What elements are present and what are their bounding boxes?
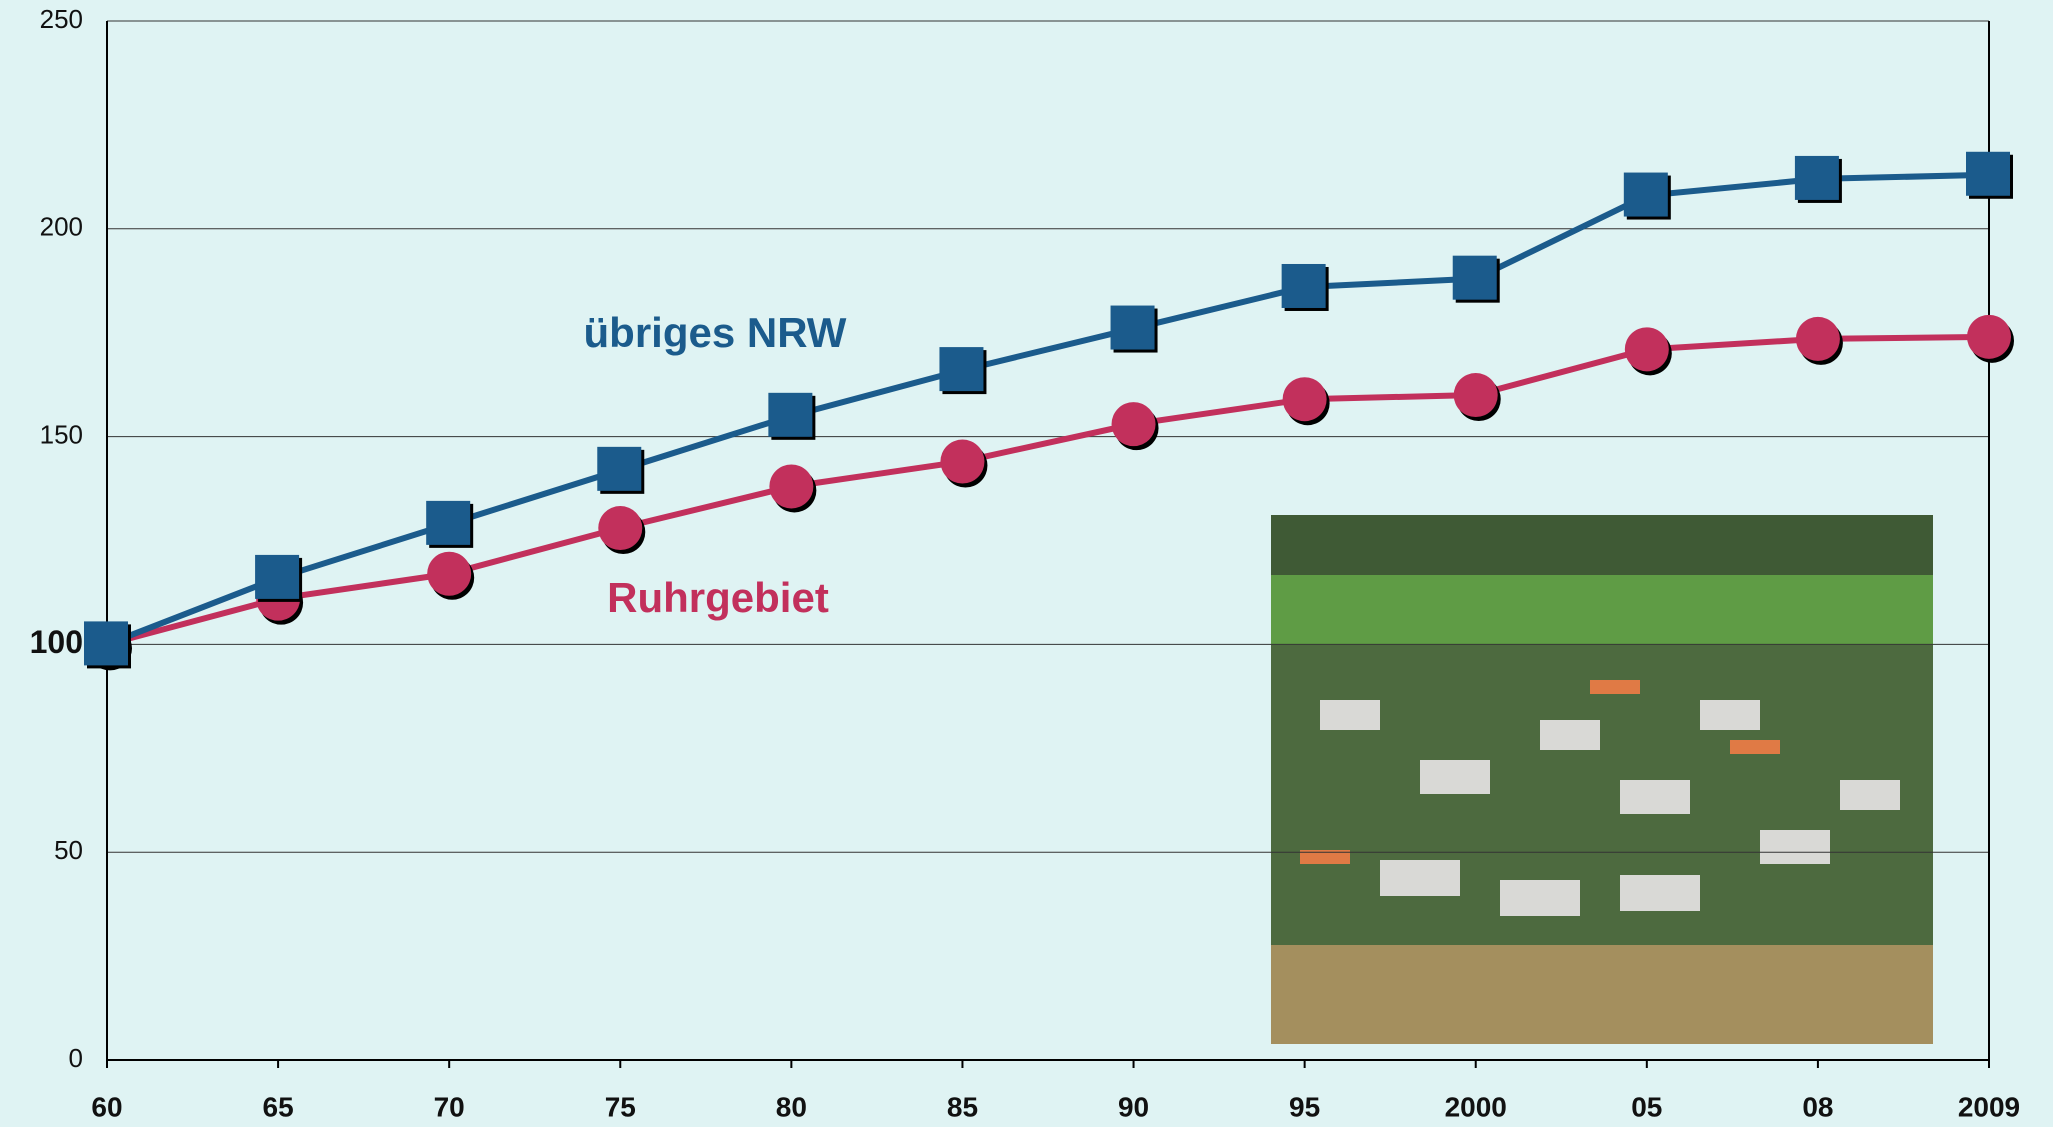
x-tick-label: 60: [91, 1091, 122, 1122]
marker: [598, 506, 643, 551]
marker: [768, 392, 813, 437]
series-label: übriges NRW: [584, 309, 847, 356]
y-tick-label: 50: [54, 835, 83, 865]
x-tick-label: 2000: [1445, 1091, 1507, 1122]
marker: [1453, 373, 1498, 418]
marker: [1623, 172, 1668, 217]
marker: [1794, 155, 1839, 200]
photo: [1271, 515, 1933, 1044]
marker: [255, 554, 300, 599]
marker: [1452, 255, 1497, 300]
marker: [1282, 377, 1327, 422]
x-tick-label: 05: [1631, 1091, 1662, 1122]
series-line: [105, 171, 1990, 648]
series-label: Ruhrgebiet: [607, 574, 829, 621]
marker: [1624, 327, 1669, 372]
x-tick-label: 70: [434, 1091, 465, 1122]
y-tick-label: 150: [40, 419, 83, 449]
x-tick-label: 2009: [1958, 1091, 2020, 1122]
marker: [769, 464, 814, 509]
marker: [84, 621, 128, 666]
series-line: [106, 333, 1990, 648]
y-tick-label: 200: [40, 212, 83, 242]
marker: [1966, 151, 2010, 196]
marker: [1795, 316, 1840, 361]
marker: [1111, 402, 1156, 447]
x-tick-label: 95: [1289, 1091, 1320, 1122]
x-tick-label: 65: [263, 1091, 294, 1122]
marker: [427, 551, 472, 596]
x-tick-label: 90: [1118, 1091, 1149, 1122]
x-tick-label: 75: [605, 1091, 636, 1122]
x-tick-label: 80: [776, 1091, 807, 1122]
x-tick-label: 08: [1802, 1091, 1833, 1122]
marker: [939, 347, 984, 392]
marker: [940, 439, 985, 484]
marker: [597, 446, 642, 491]
marker: [426, 500, 471, 545]
y-tick-label: 250: [40, 4, 83, 34]
y-tick-label: 0: [69, 1043, 83, 1073]
marker: [1281, 263, 1326, 308]
y-tick-label: 100: [30, 624, 83, 660]
marker: [1110, 305, 1155, 350]
x-tick-label: 85: [947, 1091, 978, 1122]
plot: 0 50 100 150 200 250 60 65 70 75 80 85 90 95 2000 05 08 2…: [30, 4, 2021, 1123]
marker: [1967, 314, 2011, 359]
